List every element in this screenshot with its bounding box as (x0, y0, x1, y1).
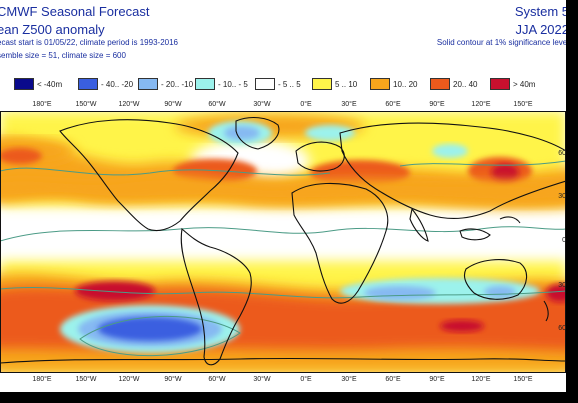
lon-tick-label: 60°W (208, 101, 226, 108)
lat-tick-label: 0 (562, 237, 566, 244)
lon-tick-label: 90°E (429, 101, 445, 108)
legend-label: - 10.. - 5 (218, 79, 248, 89)
lon-tick-label: 120°E (471, 101, 491, 108)
legend-label: < -40m (37, 79, 63, 89)
legend-swatch (138, 78, 158, 90)
lon-tick-label: 150°W (75, 376, 97, 383)
legend-swatch (78, 78, 98, 90)
lon-tick-label: 180°E (32, 101, 52, 108)
legend-swatch (312, 78, 332, 90)
color-legend: < -40m - 40.. -20 - 20.. -10 - 10.. - 5 … (0, 77, 566, 93)
lon-tick-label: 60°E (385, 376, 401, 383)
legend-label: - 5 .. 5 (278, 79, 301, 89)
legend-item: - 10.. - 5 (195, 77, 248, 91)
legend-item: 20.. 40 (430, 77, 477, 91)
legend-item: - 5 .. 5 (255, 77, 301, 91)
legend-item: - 20.. -10 (138, 77, 193, 91)
coastlines (0, 116, 566, 366)
legend-item: - 40.. -20 (78, 77, 133, 91)
lon-tick-label: 120°W (118, 376, 140, 383)
lat-tick-label: 30 (558, 193, 566, 200)
significance-contours (0, 160, 566, 357)
lon-tick-label: 90°W (164, 376, 182, 383)
legend-swatch (255, 78, 275, 90)
season-label: JJA 2022 (515, 22, 567, 37)
lon-tick-label: 90°W (164, 101, 182, 108)
lon-tick-label: 150°W (75, 101, 97, 108)
lon-tick-label: 0°E (300, 376, 312, 383)
anomaly-map (0, 111, 566, 373)
forecast-panel: CMWF Seasonal Forecast ean Z500 anomaly … (0, 0, 566, 392)
page-subtitle: ean Z500 anomaly (0, 22, 105, 37)
lon-tick-label: 90°E (429, 376, 445, 383)
legend-label: > 40m (513, 79, 536, 89)
lon-tick-label: 30°E (341, 376, 357, 383)
lon-tick-label: 0°E (300, 101, 312, 108)
lon-tick-label: 150°E (513, 376, 533, 383)
legend-label: 5 .. 10 (335, 79, 358, 89)
lon-tick-label: 150°E (513, 101, 533, 108)
legend-label: - 40.. -20 (101, 79, 134, 89)
legend-label: 20.. 40 (453, 79, 478, 89)
legend-item: < -40m (14, 77, 62, 91)
lon-axis-top: 180°E 150°W 120°W 90°W 60°W 30°W 0°E 30°… (0, 101, 566, 111)
lat-tick-label: 60 (558, 325, 566, 332)
contour-note: Solid contour at 1% significance level (436, 38, 566, 47)
lon-tick-label: 180°E (32, 376, 52, 383)
lon-tick-label: 30°W (253, 101, 271, 108)
legend-item: 5 .. 10 (312, 77, 357, 91)
lon-tick-label: 60°W (208, 376, 226, 383)
legend-swatch (195, 78, 215, 90)
lon-tick-label: 30°W (253, 376, 271, 383)
page-title: CMWF Seasonal Forecast (0, 4, 150, 19)
lon-tick-label: 120°W (118, 101, 140, 108)
forecast-start-info: ecast start is 01/05/22, climate period … (0, 38, 178, 47)
legend-item: 10.. 20 (370, 77, 417, 91)
legend-swatch (370, 78, 390, 90)
lat-tick-label: 60 (558, 150, 566, 157)
legend-swatch (490, 78, 510, 90)
ensemble-size-info: semble size = 51, climate size = 600 (0, 51, 126, 60)
lat-tick-label: 30 (558, 282, 566, 289)
system-label: System 5 (514, 4, 566, 19)
lon-tick-label: 120°E (471, 376, 491, 383)
legend-swatch (14, 78, 34, 90)
legend-label: 10.. 20 (393, 79, 418, 89)
legend-swatch (430, 78, 450, 90)
lon-axis-bottom: 180°E 150°W 120°W 90°W 60°W 30°W 0°E 30°… (0, 376, 566, 386)
lon-tick-label: 60°E (385, 101, 401, 108)
legend-label: - 20.. -10 (161, 79, 194, 89)
anomaly-field (0, 111, 566, 373)
map-border (0, 111, 566, 373)
lon-tick-label: 30°E (341, 101, 357, 108)
legend-item: > 40m (490, 77, 535, 91)
